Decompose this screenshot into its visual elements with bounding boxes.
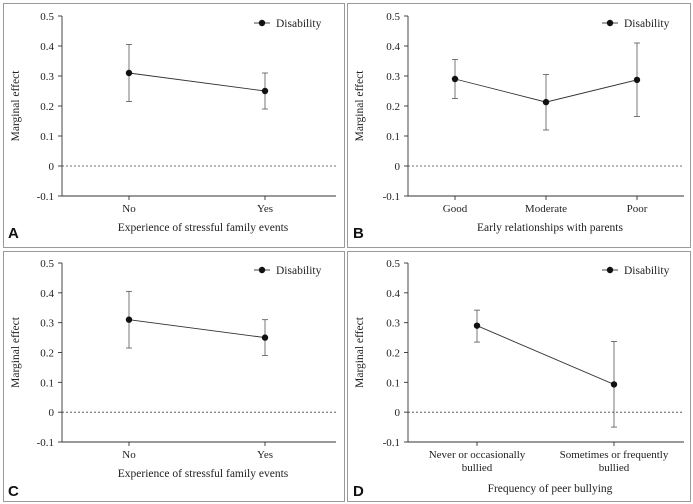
data-point: [473, 322, 481, 329]
x-tick-label: Poor: [627, 203, 648, 215]
y-axis-title: Marginal effect: [354, 316, 366, 388]
y-tick-label: 0: [49, 161, 55, 173]
legend-label: Disability: [276, 265, 322, 277]
y-tick-label: 0.1: [40, 377, 54, 389]
x-tick-label-line: Yes: [257, 449, 273, 461]
panel-frame: [3, 3, 345, 248]
y-tick-label: 0.3: [40, 318, 54, 330]
x-axis-title: Experience of stressful family events: [118, 222, 289, 234]
panel-a: 0.5 0.4 0.3 0.2 0.1 0 -0.1 Marginal effect No Yes…: [3, 3, 345, 248]
y-axis-title: Marginal effect: [10, 70, 22, 142]
y-tick-label: 0.3: [386, 318, 400, 330]
y-tick-label: 0.2: [386, 101, 400, 113]
x-axis-title: Early relationships with parents: [477, 222, 623, 234]
data-point: [125, 316, 133, 323]
y-tick-label: 0.5: [40, 11, 54, 23]
y-tick-label: 0.4: [386, 41, 400, 53]
panel-frame: [347, 3, 691, 248]
data-point: [261, 334, 269, 341]
x-tick-label-line: bullied: [462, 462, 493, 474]
y-tick-label: -0.1: [383, 437, 400, 449]
panel-b: 0.5 0.4 0.3 0.2 0.1 0 -0.1 Marginal effect Good M…: [347, 3, 691, 248]
y-tick-label: 0.2: [40, 101, 54, 113]
x-axis-title: Experience of stressful family events: [118, 468, 289, 480]
y-tick-label: 0.5: [40, 258, 54, 270]
legend-marker: [606, 19, 614, 27]
panel-letter: A: [8, 225, 19, 242]
series-line: [128, 319, 266, 339]
y-tick-label: 0.1: [40, 131, 54, 143]
y-tick-label: 0.1: [386, 131, 400, 143]
x-tick-label: Good: [443, 203, 468, 215]
legend-label: Disability: [276, 18, 322, 30]
data-point: [542, 98, 550, 106]
x-tick-label: No: [122, 449, 136, 461]
x-tick-label: Yes: [257, 203, 273, 215]
y-tick-label: 0: [395, 407, 401, 419]
panel-letter: D: [353, 483, 364, 500]
panel-c: 0.5 0.4 0.3 0.2 0.1 0 -0.1 Marginal effect No Yes…: [3, 251, 345, 502]
x-tick-label: No: [122, 203, 136, 215]
y-tick-label: 0: [395, 161, 401, 173]
x-tick-label-line: Sometimes or frequently: [560, 449, 669, 461]
data-point: [633, 76, 641, 84]
x-tick-label-line: No: [122, 203, 136, 215]
panel-letter: C: [8, 483, 19, 500]
x-tick-label-line: Never or occasionally: [429, 449, 526, 461]
panel-frame: [3, 251, 345, 502]
data-point: [451, 75, 459, 83]
x-tick-label-line: No: [122, 449, 136, 461]
panel-letter: B: [353, 225, 364, 242]
y-axis-title: Marginal effect: [354, 70, 366, 142]
legend-marker: [606, 266, 614, 274]
series-line: [128, 72, 266, 92]
panel-d: 0.5 0.4 0.3 0.2 0.1 0 -0.1 Marginal effect Never…: [347, 251, 691, 502]
data-point: [125, 69, 133, 77]
x-tick-label-line: bullied: [599, 462, 630, 474]
y-tick-label: 0.5: [386, 258, 400, 270]
y-tick-label: -0.1: [37, 191, 54, 203]
y-tick-label: 0.4: [386, 288, 400, 300]
y-tick-label: 0.5: [386, 11, 400, 23]
x-tick-label-line: Yes: [257, 203, 273, 215]
legend-marker: [258, 266, 266, 274]
y-tick-label: 0.3: [386, 71, 400, 83]
legend-label: Disability: [624, 265, 670, 277]
x-tick-label: Moderate: [525, 203, 567, 215]
x-tick-label-line: Moderate: [525, 203, 567, 215]
y-tick-label: 0.4: [40, 288, 54, 300]
y-tick-label: 0.1: [386, 377, 400, 389]
legend-label: Disability: [624, 18, 670, 30]
x-tick-label-line: Poor: [627, 203, 648, 215]
x-tick-label: Never or occasionally bullied: [429, 449, 526, 474]
y-tick-label: 0.2: [40, 348, 54, 360]
data-point: [610, 381, 618, 388]
y-tick-label: 0.4: [40, 41, 54, 53]
x-axis-title: Frequency of peer bullying: [488, 483, 613, 495]
y-tick-label: 0: [49, 407, 55, 419]
x-tick-label: Yes: [257, 449, 273, 461]
x-tick-label-line: Good: [443, 203, 468, 215]
x-tick-label: Sometimes or frequently bullied: [560, 449, 669, 474]
y-axis-title: Marginal effect: [10, 316, 22, 388]
y-tick-label: 0.2: [386, 348, 400, 360]
y-tick-label: -0.1: [37, 437, 54, 449]
series-line: [476, 325, 615, 385]
legend-marker: [258, 19, 266, 27]
y-tick-label: -0.1: [383, 191, 400, 203]
y-tick-label: 0.3: [40, 71, 54, 83]
data-point: [261, 87, 269, 95]
